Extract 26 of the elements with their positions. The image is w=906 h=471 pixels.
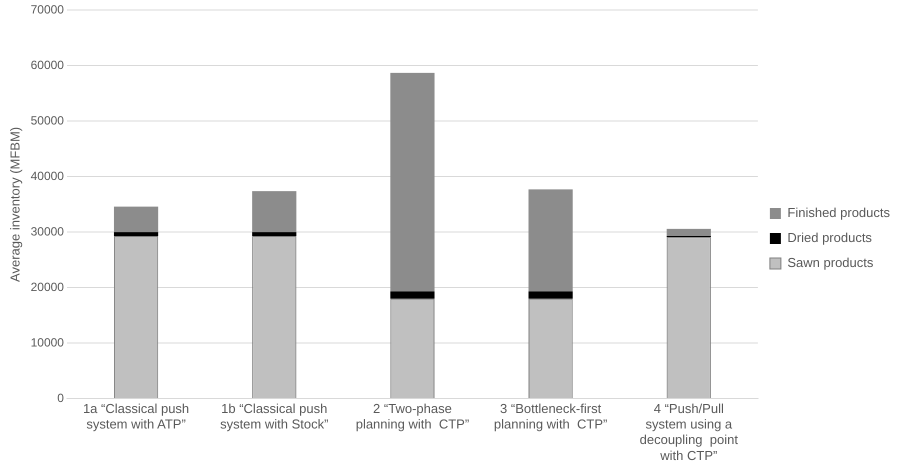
y-tick-label: 10000 xyxy=(30,335,64,350)
bar xyxy=(666,228,711,236)
x-tick-label: 3 “Bottleneck-first planning with CTP” xyxy=(494,400,608,432)
x-tick-label: 4 “Push/Pull system using a decoupling point with CTP” xyxy=(640,400,738,463)
y-tick-label: 70000 xyxy=(30,2,64,17)
legend-label: Finished products xyxy=(787,205,890,220)
bar xyxy=(390,72,435,292)
y-tick-label: 30000 xyxy=(30,224,64,238)
x-tick-label: 1a “Classical push system with ATP” xyxy=(82,400,190,432)
y-tick-label: 0 xyxy=(57,390,64,405)
legend-label: Dried products xyxy=(787,230,872,246)
y-tick-label: 50000 xyxy=(30,113,64,128)
bar xyxy=(252,191,296,232)
y-tick-label: 40000 xyxy=(30,168,64,183)
y-tick-label: 60000 xyxy=(30,58,64,72)
y-tick-label: 20000 xyxy=(30,280,64,294)
y-axis-title: Average inventory (MFBM) xyxy=(7,126,22,282)
legend-label: Sawn products xyxy=(787,255,874,270)
bar xyxy=(390,292,435,299)
bar xyxy=(252,232,296,236)
x-tick-label: 1b “Classical push system with Stock” xyxy=(220,400,328,432)
bar xyxy=(114,206,158,232)
bar xyxy=(528,189,573,292)
bar xyxy=(528,292,573,299)
x-tick-label: 2 “Two-phase planning with CTP” xyxy=(356,400,470,432)
bar xyxy=(114,232,158,236)
